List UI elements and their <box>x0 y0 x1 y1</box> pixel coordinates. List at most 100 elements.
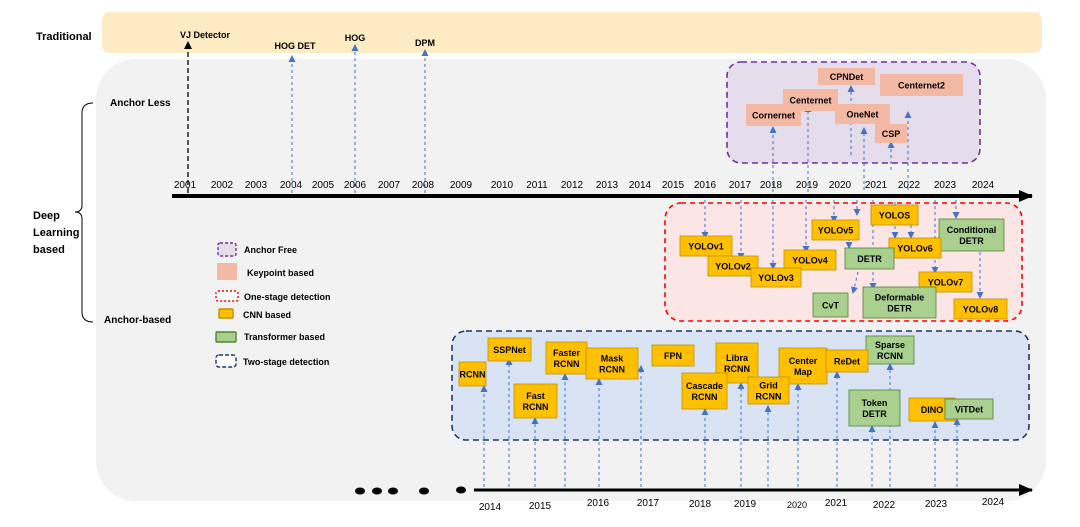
top-year-label: 2018 <box>760 180 783 191</box>
bottom-year-label: 2020 <box>787 500 807 510</box>
legend-item-cnn: CNN based <box>218 308 291 320</box>
bottom-year-label: 2018 <box>689 499 712 510</box>
bottom-year-label: 2016 <box>587 498 610 509</box>
model-label: RCNN <box>724 364 750 374</box>
top-year-label: 2005 <box>312 180 335 191</box>
top-year-label: 2021 <box>865 180 888 191</box>
model-label: SSPNet <box>493 345 526 355</box>
bracket <box>74 102 94 323</box>
top-year-label: 2022 <box>898 180 921 191</box>
legend-item-transformer: Transformer based <box>215 331 325 343</box>
model-box-fill <box>870 204 919 226</box>
model-box: CSP <box>875 124 907 143</box>
ellipsis-dot <box>372 487 382 495</box>
top-year-label: 2004 <box>280 180 303 191</box>
model-box-fill <box>835 104 890 124</box>
legend-item-anchor-free: Anchor Free <box>217 242 297 257</box>
model-label: YOLOv3 <box>758 273 794 283</box>
model-label: Sparse <box>875 340 905 350</box>
model-label: RCNN <box>877 351 903 361</box>
legend-label: One-stage detection <box>244 292 331 302</box>
model-label: Mask <box>601 354 625 364</box>
legend-item-one-stage: One-stage detection <box>215 290 331 302</box>
top-year-label: 2015 <box>662 180 685 191</box>
top-year-label: 2012 <box>561 180 584 191</box>
model-box-fill <box>953 298 1008 320</box>
anchor-based-label: Anchor-based <box>104 315 171 326</box>
model-label: RCNN <box>692 392 718 402</box>
top-year-label: 2023 <box>934 180 957 191</box>
model-box-fill <box>862 286 937 319</box>
model-box: YOLOS <box>870 204 919 226</box>
model-label: CPNDet <box>830 72 864 82</box>
model-box-fill <box>746 104 801 126</box>
model-label: RCNN <box>460 370 486 380</box>
model-label: DINO <box>921 405 944 415</box>
model-label: YOLOv8 <box>963 305 999 315</box>
traditional-method-label: HOG <box>345 33 366 43</box>
ellipsis-dot <box>355 487 365 495</box>
model-box-fill <box>880 74 963 96</box>
traditional-method-label: VJ Detector <box>180 30 231 40</box>
model-label: FPN <box>664 351 682 361</box>
model-box: SSPNet <box>487 337 532 362</box>
top-year-label: 2014 <box>629 180 652 191</box>
model-box: CvT <box>812 292 849 318</box>
model-box: ViTDet <box>944 398 994 420</box>
legend-swatch <box>218 308 234 319</box>
model-box-fill <box>585 347 639 380</box>
model-box-fill <box>865 335 915 365</box>
bottom-year-label: 2019 <box>734 499 757 510</box>
model-label: YOLOv6 <box>897 244 933 254</box>
bottom-year-label: 2017 <box>637 498 660 509</box>
model-label: YOLOv5 <box>818 226 854 236</box>
model-box: YOLOv5 <box>811 219 860 241</box>
legend-label: Transformer based <box>244 332 325 342</box>
legend-swatch <box>217 242 237 257</box>
model-box-fill <box>651 344 695 367</box>
bottom-year-label: 2015 <box>529 501 552 512</box>
legend-swatch <box>217 263 237 280</box>
model-box-fill <box>848 389 901 427</box>
legend-swatch <box>215 331 237 343</box>
model-label: Cornernet <box>752 111 795 121</box>
model-box-fill <box>545 341 588 375</box>
traditional-label: Traditional <box>36 31 92 43</box>
model-label: YOLOv2 <box>715 262 751 272</box>
model-box: Centernet2 <box>880 74 963 96</box>
model-box-fill <box>812 292 849 318</box>
deep-learning-line: Learning <box>33 227 79 239</box>
top-year-label: 2008 <box>412 180 435 191</box>
model-box: CPNDet <box>818 68 875 85</box>
top-year-label: 2013 <box>596 180 619 191</box>
model-box-fill <box>938 218 1005 252</box>
legend-swatch <box>215 290 239 302</box>
legend: Anchor Free Keypoint based One-stage detec… <box>215 242 331 368</box>
model-label: YOLOv1 <box>688 242 724 252</box>
model-box-fill <box>681 372 728 410</box>
model-label: Centernet2 <box>898 81 945 91</box>
ellipsis-dot <box>419 487 429 495</box>
top-year-label: 2010 <box>491 180 514 191</box>
connector-arrows <box>184 41 984 487</box>
model-label: RCNN <box>756 392 782 402</box>
model-box: YOLOv3 <box>750 267 802 288</box>
top-year-label: 2016 <box>694 180 717 191</box>
model-label: DETR <box>887 304 912 314</box>
top-year-label: 2024 <box>972 180 995 191</box>
model-box-fill <box>825 349 869 373</box>
traditional-band <box>102 12 1042 53</box>
top-year-label: 2001 <box>174 180 197 191</box>
top-year-label: 2020 <box>829 180 852 191</box>
top-year-label: 2003 <box>245 180 268 191</box>
model-box-fill <box>679 235 733 257</box>
model-label: Token <box>862 398 888 408</box>
model-box-fill <box>747 376 790 405</box>
